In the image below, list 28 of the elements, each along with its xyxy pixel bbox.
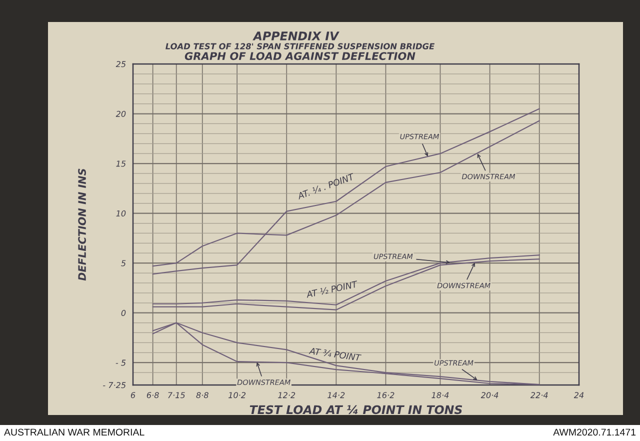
y-tick-label: 0 xyxy=(121,310,126,316)
x-tick-label: 12·2 xyxy=(278,392,296,398)
x-tick-label: 8·8 xyxy=(196,392,208,398)
x-tick-label: 24 xyxy=(574,392,584,398)
y-tick-label: - 5 xyxy=(116,360,126,366)
x-tick-label: 7·15 xyxy=(168,392,185,398)
y-tick-label: 25 xyxy=(116,61,126,68)
text: AWM2020.71.1471 xyxy=(553,428,636,436)
annotation: AT ¾ POINT xyxy=(308,347,362,362)
x-tick-label: 16·2 xyxy=(377,392,394,398)
y-tick-label: 15 xyxy=(116,160,126,167)
y-axis-title: DEFLECTION IN INS xyxy=(78,168,86,281)
x-tick-label: 20·4 xyxy=(480,392,498,398)
chart-title: APPENDIX IV xyxy=(252,32,340,40)
x-tick-label: 10·2 xyxy=(228,392,246,398)
chart-subtitle: LOAD TEST OF 128' SPAN STIFFENED SUSPENSION BRIDGE GRAPH OF LOAD AGAINST DEFLECTION xyxy=(166,43,435,60)
y-tick-label: - 7·25 xyxy=(103,382,126,388)
x-tick-label: 6·8 xyxy=(146,392,159,398)
x-axis-title: TEST LOAD AT ¼ POINT IN TONS xyxy=(250,405,462,414)
x-tick-label: 14·2 xyxy=(328,392,345,398)
y-tick-label: 20 xyxy=(116,110,126,117)
annotation: AT ½ POINT xyxy=(306,280,358,298)
text: AUSTRALIAN WAR MEMORIAL xyxy=(4,428,144,436)
x-tick-label: 18·4 xyxy=(432,392,449,398)
y-tick-label: 10 xyxy=(116,210,126,216)
x-tick-label: 22·4 xyxy=(530,392,548,398)
y-tick-label: 5 xyxy=(121,260,126,266)
x-tick-label: 6 xyxy=(130,392,136,398)
